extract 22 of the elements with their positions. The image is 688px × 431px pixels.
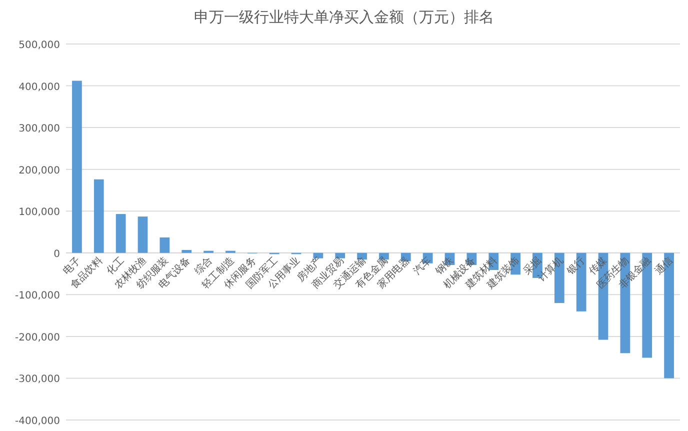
bar <box>116 214 126 253</box>
y-tick-label: -200,000 <box>15 332 60 344</box>
bar <box>664 252 674 378</box>
bar <box>72 80 82 253</box>
y-tick-label: 400,000 <box>18 82 60 93</box>
x-tick-label: 通信 <box>652 254 676 278</box>
chart-title: 申万一级行业特大单净买入金额（万元）排名 <box>194 8 494 26</box>
y-tick-label: 0 <box>54 248 60 260</box>
x-tick-label: 银行 <box>564 255 588 278</box>
y-tick-label: -300,000 <box>15 374 60 386</box>
bar <box>94 179 104 253</box>
bar <box>138 216 148 253</box>
bar <box>160 237 170 253</box>
y-tick-label: 500,000 <box>18 40 60 51</box>
y-tick-label: -100,000 <box>15 290 60 302</box>
x-tick-label: 汽车 <box>411 254 434 278</box>
y-tick-label: -400,000 <box>15 416 60 427</box>
y-tick-label: 200,000 <box>18 165 60 176</box>
y-tick-label: 100,000 <box>18 207 60 218</box>
bar <box>335 252 346 258</box>
y-tick-label: 300,000 <box>18 124 60 135</box>
bar <box>182 250 192 253</box>
